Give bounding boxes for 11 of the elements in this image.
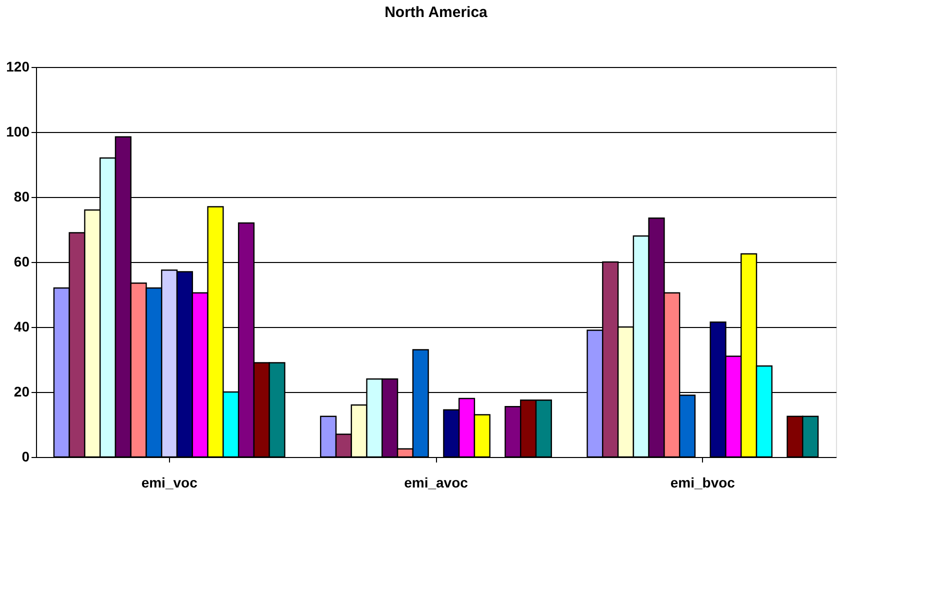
y-tick-label: 80 (14, 188, 30, 204)
y-tick-label: 20 (14, 384, 30, 400)
y-tick-label: 100 (6, 124, 30, 140)
y-tick-label: 120 (6, 58, 30, 74)
y-tick-label: 60 (14, 254, 30, 270)
y-tick-label: 40 (14, 318, 30, 334)
y-tick-label: 0 (22, 448, 30, 464)
x-tick-label: emi_avoc (404, 474, 468, 490)
chart-title: North America (384, 4, 488, 21)
x-tick-label: emi_voc (141, 474, 198, 490)
x-tick-label: emi_bvoc (670, 474, 736, 490)
